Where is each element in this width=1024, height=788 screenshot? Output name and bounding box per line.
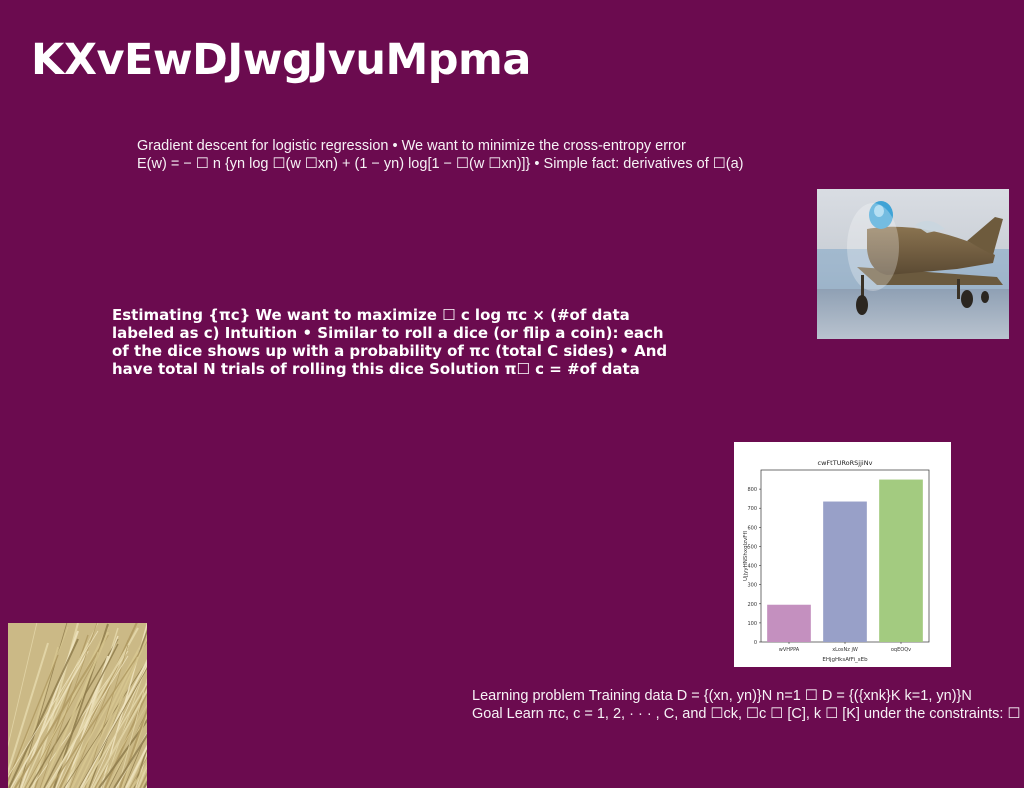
y-tick-label: 800 <box>747 487 757 493</box>
straw-texture-photo <box>8 623 147 788</box>
estimating-line-2: labeled as c) Intuition • Similar to rol… <box>112 324 664 342</box>
straw-strand <box>8 630 99 778</box>
straw-strand <box>8 654 59 783</box>
learning-line-1: Learning problem Training data D = {(xn,… <box>472 688 972 704</box>
straw-strand <box>129 756 147 788</box>
straw-strand <box>92 688 147 788</box>
chart-y-axis-label: UjjyyHNShxglzvFfI <box>743 531 749 581</box>
gradient-line-2: E(w) = − ☐ n {yn log ☐(w ☐xn) + (1 − yn)… <box>137 156 744 172</box>
bar-chart: cwFtTURoRSjjiNv EHjgHksAfFi_sEb UjjyyHNS… <box>734 442 951 667</box>
straw-strand <box>8 623 38 748</box>
gradient-descent-text: Gradient descent for logistic regression… <box>137 137 777 173</box>
straw-strand <box>61 632 147 788</box>
chart-bar-2 <box>823 501 867 642</box>
straw-strand <box>71 651 139 788</box>
y-tick-label: 500 <box>747 544 757 550</box>
x-tick-label: xLosNz jW <box>832 647 858 653</box>
straw-strand <box>39 623 98 788</box>
bar-chart-canvas: cwFtTURoRSjjiNv EHjgHksAfFi_sEb UjjyyHNS… <box>743 459 930 663</box>
y-tick-label: 0 <box>754 640 757 646</box>
x-tick-label: wVHPPA <box>779 647 800 653</box>
chart-title: cwFtTURoRSjjiNv <box>818 459 873 467</box>
chart-bar-1 <box>767 604 811 642</box>
airplane-illustration <box>817 189 1009 339</box>
y-tick-label: 300 <box>747 583 757 589</box>
slide-title: KXvEwDJwgJvuMpma <box>31 35 531 85</box>
y-tick-label: 700 <box>747 506 757 512</box>
straw-strand <box>123 731 147 788</box>
learning-problem-text: Learning problem Training data D = {(xn,… <box>472 687 1024 723</box>
straw-strand <box>90 664 147 788</box>
gradient-line-1: Gradient descent for logistic regression… <box>137 138 686 154</box>
straw-strand <box>80 659 147 788</box>
straw-strand <box>43 643 119 788</box>
y-tick-label: 400 <box>747 564 757 570</box>
estimating-line-1: Estimating {πc} We want to maximize ☐ c … <box>112 306 630 324</box>
straw-strand <box>82 682 147 788</box>
straw-strand <box>125 744 147 788</box>
estimating-text: Estimating {πc} We want to maximize ☐ c … <box>112 306 702 378</box>
straw-strand <box>108 710 147 788</box>
straw-texture-illustration <box>8 623 147 788</box>
straw-strand <box>14 634 109 788</box>
straw-strand <box>8 638 79 788</box>
straw-strand <box>57 647 129 788</box>
y-tick-label: 100 <box>747 621 757 627</box>
straw-strand <box>133 746 147 788</box>
straw-strand <box>86 656 139 788</box>
chart-bar-3 <box>879 479 923 642</box>
straw-strand <box>98 718 147 788</box>
straw-strand <box>45 655 129 788</box>
straw-strand <box>41 631 109 788</box>
straw-strand <box>8 642 49 776</box>
straw-strand <box>49 640 147 788</box>
chart-x-axis-label: EHjgHksAfFi_sEb <box>822 657 868 663</box>
straw-strand <box>76 637 147 788</box>
straw-strand <box>24 654 99 788</box>
straw-strand <box>117 677 147 788</box>
airplane-photo <box>817 189 1009 339</box>
y-tick-label: 200 <box>747 602 757 608</box>
estimating-line-3: of the dice shows up with a probability … <box>112 342 668 360</box>
estimating-line-4: have total N trials of rolling this dice… <box>112 360 640 378</box>
straw-strand <box>10 650 89 788</box>
straw-strand <box>59 623 138 788</box>
learning-line-2: Goal Learn πc, c = 1, 2, · · · , C, and … <box>472 706 1021 722</box>
x-tick-label: oqEOQv <box>891 647 911 653</box>
straw-strand <box>113 733 147 788</box>
straw-strand <box>96 704 147 788</box>
straw-strand <box>22 642 89 788</box>
y-tick-label: 600 <box>747 525 757 531</box>
straw-strand <box>78 667 147 788</box>
